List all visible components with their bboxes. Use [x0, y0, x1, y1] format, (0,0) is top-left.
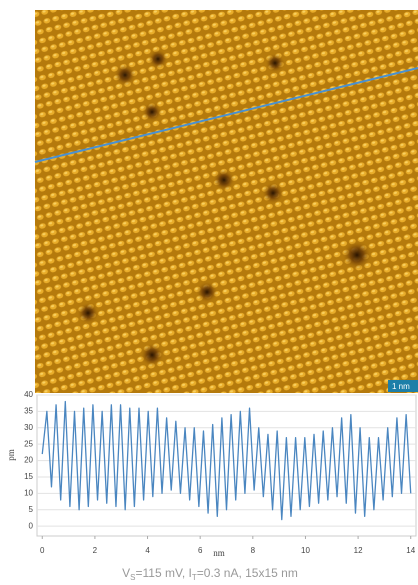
caption: VS=115 mV, IT=0.3 nA, 15x15 nm — [122, 566, 298, 582]
y-tick-label: 10 — [24, 488, 33, 497]
y-tick-label: 35 — [24, 407, 33, 416]
scale-label: 1 nm — [392, 382, 410, 391]
y-tick-label: 30 — [24, 423, 33, 432]
x-tick-label: 2 — [93, 546, 98, 555]
y-tick-label: 5 — [29, 505, 34, 514]
figure: 1 nm 0 5 10 15 20 25 30 35 40 0 2 4 6 8 10 12 14 nm pm VS=… — [0, 0, 418, 585]
x-tick-label: 0 — [40, 546, 45, 555]
caption-part: =115 mV, I — [136, 566, 192, 580]
x-axis-label: nm — [213, 548, 225, 558]
stm-image: 1 nm — [35, 10, 418, 393]
y-tick-label: 0 — [29, 521, 34, 530]
x-tick-label: 10 — [301, 546, 310, 555]
page: 1 nm 0 5 10 15 20 25 30 35 40 0 2 4 6 8 10 12 14 nm pm VS=… — [0, 0, 418, 585]
x-tick-label: 14 — [406, 546, 415, 555]
y-tick-label: 40 — [24, 390, 33, 399]
y-tick-label: 15 — [24, 472, 33, 481]
y-tick-label: 25 — [24, 439, 33, 448]
x-tick-label: 4 — [145, 546, 150, 555]
caption-part: V — [122, 566, 130, 580]
line-chart: 0 5 10 15 20 25 30 35 40 0 2 4 6 8 10 12 14 nm pm — [6, 390, 416, 558]
caption-part: =0.3 nA, 15x15 nm — [197, 566, 298, 580]
y-axis-label: pm — [6, 449, 16, 461]
y-tick-label: 20 — [24, 456, 33, 465]
x-tick-label: 8 — [251, 546, 256, 555]
x-tick-label: 12 — [354, 546, 363, 555]
x-tick-label: 6 — [198, 546, 203, 555]
